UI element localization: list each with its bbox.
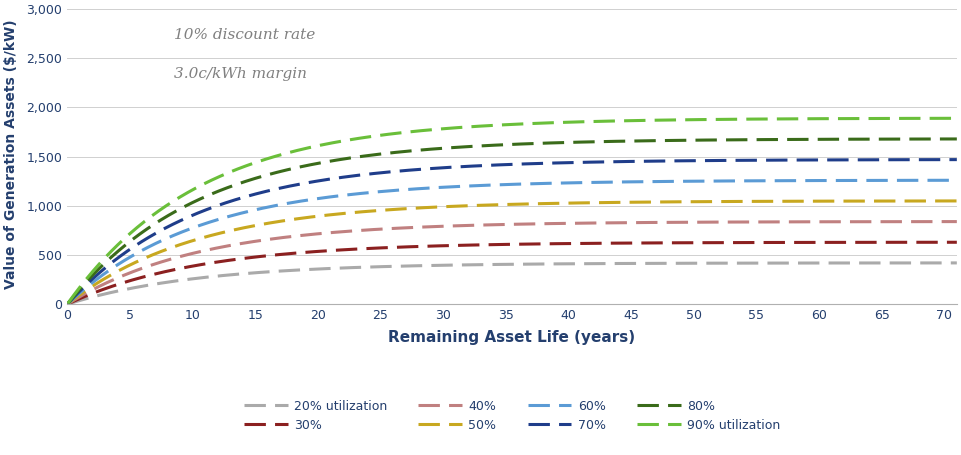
80%: [772, 137, 783, 142]
40%: [153, 260, 164, 266]
70%: [153, 229, 164, 234]
60%: [951, 177, 961, 183]
60%: [422, 186, 433, 191]
50%: [951, 198, 961, 204]
40%: [755, 219, 767, 225]
Line: 60%: 60%: [68, 180, 957, 303]
20% utilization: [772, 260, 783, 266]
Line: 40%: 40%: [68, 222, 957, 304]
50%: [62, 301, 74, 307]
70%: [422, 166, 433, 172]
50%: [755, 199, 767, 204]
50%: [772, 198, 783, 204]
90% utilization: [755, 116, 767, 122]
60%: [153, 239, 164, 245]
90% utilization: [62, 301, 74, 306]
Legend: 20% utilization, 30%, 40%, 50%, 60%, 70%, 80%, 90% utilization: 20% utilization, 30%, 40%, 50%, 60%, 70%…: [239, 394, 785, 437]
90% utilization: [422, 127, 433, 133]
40%: [454, 223, 465, 228]
60%: [62, 301, 74, 306]
60%: [673, 179, 684, 184]
80%: [755, 137, 767, 142]
80%: [951, 136, 961, 142]
70%: [755, 157, 767, 163]
20% utilization: [951, 260, 961, 266]
40%: [951, 219, 961, 224]
90% utilization: [772, 116, 783, 121]
20% utilization: [755, 260, 767, 266]
50%: [454, 203, 465, 209]
30%: [422, 243, 433, 249]
90% utilization: [454, 125, 465, 130]
20% utilization: [454, 262, 465, 268]
70%: [454, 164, 465, 170]
40%: [62, 301, 74, 307]
50%: [673, 199, 684, 205]
70%: [772, 157, 783, 163]
90% utilization: [673, 117, 684, 122]
Y-axis label: Value of Generation Assets ($/kW): Value of Generation Assets ($/kW): [4, 20, 18, 289]
30%: [62, 301, 74, 307]
70%: [951, 157, 961, 162]
30%: [951, 239, 961, 245]
80%: [454, 144, 465, 150]
Text: 3.0c/kWh margin: 3.0c/kWh margin: [174, 67, 307, 81]
70%: [673, 158, 684, 163]
30%: [755, 240, 767, 245]
70%: [62, 301, 74, 306]
60%: [772, 178, 783, 183]
40%: [673, 220, 684, 225]
Line: 90% utilization: 90% utilization: [68, 118, 957, 303]
Text: 10% discount rate: 10% discount rate: [174, 28, 315, 42]
30%: [454, 243, 465, 248]
30%: [153, 270, 164, 276]
40%: [772, 219, 783, 225]
50%: [153, 250, 164, 255]
60%: [755, 178, 767, 183]
60%: [454, 184, 465, 189]
Line: 70%: 70%: [68, 160, 957, 303]
Line: 30%: 30%: [68, 242, 957, 304]
Line: 50%: 50%: [68, 201, 957, 304]
30%: [673, 240, 684, 246]
X-axis label: Remaining Asset Life (years): Remaining Asset Life (years): [388, 330, 635, 345]
30%: [772, 240, 783, 245]
20% utilization: [153, 281, 164, 286]
80%: [153, 218, 164, 224]
Line: 80%: 80%: [68, 139, 957, 303]
50%: [422, 205, 433, 210]
20% utilization: [422, 263, 433, 268]
80%: [422, 147, 433, 152]
20% utilization: [62, 301, 74, 307]
90% utilization: [153, 208, 164, 214]
80%: [673, 137, 684, 143]
90% utilization: [951, 116, 961, 121]
Line: 20% utilization: 20% utilization: [68, 263, 957, 304]
20% utilization: [673, 261, 684, 266]
40%: [422, 224, 433, 230]
80%: [62, 301, 74, 306]
